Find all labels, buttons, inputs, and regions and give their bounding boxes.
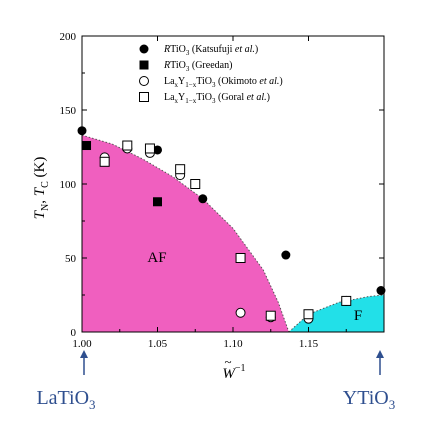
legend: RTiO3 (Katsufuji et al.) RTiO3 (Greedan) L… bbox=[140, 44, 283, 105]
data-point-series-3 bbox=[191, 180, 200, 189]
data-point-series-3 bbox=[176, 165, 185, 174]
legend-label-2: LaxY1−xTiO3 (Okimoto et al.) bbox=[164, 76, 283, 89]
y-tick-label: 200 bbox=[60, 31, 77, 43]
xlabel-tilde: ~ bbox=[224, 354, 231, 369]
data-point-series-0 bbox=[78, 126, 87, 135]
x-tick-label: 1.00 bbox=[72, 338, 92, 350]
legend-marker-1 bbox=[140, 61, 149, 70]
data-point-series-2 bbox=[236, 308, 245, 317]
data-point-series-3 bbox=[304, 310, 313, 319]
legend-label-3: LaxY1−xTiO3 (Goral et al.) bbox=[164, 92, 270, 105]
y-axis-label: TN, TC (K) bbox=[32, 157, 51, 220]
legend-label-1: RTiO3 (Greedan) bbox=[163, 60, 232, 73]
data-point-series-3 bbox=[100, 157, 109, 166]
y-tick-label: 150 bbox=[60, 105, 77, 117]
data-point-series-3 bbox=[266, 311, 275, 320]
region-af-label: AF bbox=[147, 250, 166, 266]
x-axis-label: W−1 ~ bbox=[222, 354, 245, 382]
left-compound-label: LaTiO3 bbox=[36, 387, 95, 412]
data-point-series-1 bbox=[82, 141, 91, 150]
data-point-series-3 bbox=[236, 254, 245, 263]
data-point-series-0 bbox=[198, 194, 207, 203]
regions bbox=[82, 135, 384, 332]
region-af bbox=[82, 135, 289, 332]
y-tick-label: 100 bbox=[60, 179, 77, 191]
x-tick-label: 1.10 bbox=[223, 338, 243, 350]
data-point-series-3 bbox=[342, 296, 351, 305]
ylabel-unit: (K) bbox=[32, 157, 48, 182]
right-compound-label: YTiO3 bbox=[343, 387, 395, 412]
ylabel-sep: , bbox=[32, 196, 48, 204]
data-point-series-0 bbox=[281, 251, 290, 260]
data-point-series-3 bbox=[123, 141, 132, 150]
svg-text:TN, TC (K): TN, TC (K) bbox=[32, 157, 51, 220]
legend-marker-2 bbox=[140, 77, 149, 86]
x-tick-label: 1.15 bbox=[299, 338, 319, 350]
y-tick-label: 0 bbox=[71, 327, 77, 339]
x-tick-label: 1.05 bbox=[148, 338, 168, 350]
legend-marker-3 bbox=[140, 93, 149, 102]
xlabel-exp: −1 bbox=[235, 363, 246, 374]
y-tick-label: 50 bbox=[65, 253, 77, 265]
legend-label-0: RTiO3 (Katsufuji et al.) bbox=[163, 44, 258, 57]
data-point-series-0 bbox=[376, 286, 385, 295]
right-arrow bbox=[376, 350, 384, 375]
data-point-series-3 bbox=[145, 144, 154, 153]
region-f-label: F bbox=[354, 308, 362, 324]
data-point-series-1 bbox=[153, 197, 162, 206]
legend-marker-0 bbox=[140, 45, 149, 54]
region-f bbox=[289, 295, 384, 332]
ylabel-n: N bbox=[40, 204, 51, 211]
left-arrow bbox=[80, 350, 88, 375]
